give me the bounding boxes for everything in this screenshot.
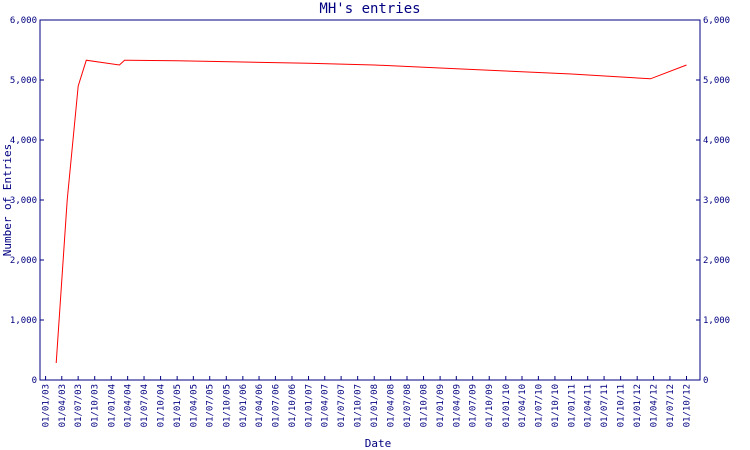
x-tick-label: 01/04/08 <box>387 384 397 427</box>
y-tick-label: 5,000 <box>10 76 37 86</box>
x-tick-label: 01/01/08 <box>370 384 380 427</box>
x-tick-label: 01/07/05 <box>206 384 216 427</box>
x-tick-label: 01/07/09 <box>469 384 479 427</box>
y2-tick-label: 4,000 <box>703 136 730 146</box>
x-tick-label: 01/04/11 <box>584 384 594 427</box>
y-tick-label: 6,000 <box>10 16 37 26</box>
y-tick-label: 0 <box>32 376 37 386</box>
y2-tick-label: 1,000 <box>703 316 730 326</box>
x-tick-label: 01/10/11 <box>617 384 627 427</box>
x-tick-label: 01/10/07 <box>354 384 364 427</box>
x-tick-label: 01/01/04 <box>107 384 117 427</box>
x-tick-label: 01/07/04 <box>140 384 150 427</box>
y2-tick-label: 2,000 <box>703 256 730 266</box>
x-tick-label: 01/01/03 <box>42 384 52 427</box>
x-tick-label: 01/01/09 <box>436 384 446 427</box>
x-tick-label: 01/01/10 <box>502 384 512 427</box>
x-tick-label: 01/01/12 <box>633 384 643 427</box>
x-tick-label: 01/10/08 <box>420 384 430 427</box>
x-axis-label: Date <box>365 437 392 450</box>
y2-tick-label: 0 <box>703 376 708 386</box>
y2-tick-label: 6,000 <box>703 16 730 26</box>
x-tick-label: 01/07/08 <box>403 384 413 427</box>
x-tick-label: 01/10/04 <box>157 384 167 427</box>
x-tick-label: 01/10/12 <box>683 384 693 427</box>
x-tick-label: 01/10/06 <box>288 384 298 427</box>
x-tick-label: 01/04/07 <box>321 384 331 427</box>
y-axis-label: Number of Entries <box>1 144 14 257</box>
x-tick-label: 01/07/12 <box>666 384 676 427</box>
y-tick-label: 2,000 <box>10 256 37 266</box>
y2-tick-label: 5,000 <box>703 76 730 86</box>
x-tick-label: 01/04/04 <box>124 384 134 427</box>
y-tick-label: 3,000 <box>10 196 37 206</box>
x-tick-label: 01/10/09 <box>485 384 495 427</box>
x-tick-label: 01/01/11 <box>567 384 577 427</box>
x-tick-label: 01/01/07 <box>305 384 315 427</box>
x-tick-label: 01/10/03 <box>91 384 101 427</box>
x-tick-label: 01/10/10 <box>551 384 561 427</box>
data-line <box>55 59 687 364</box>
x-tick-label: 01/07/11 <box>600 384 610 427</box>
x-tick-label: 01/04/03 <box>58 384 68 427</box>
x-tick-label: 01/04/05 <box>189 384 199 427</box>
x-tick-label: 01/01/05 <box>173 384 183 427</box>
x-tick-label: 01/07/06 <box>271 384 281 427</box>
x-tick-label: 01/04/10 <box>518 384 528 427</box>
x-tick-label: 01/04/12 <box>650 384 660 427</box>
x-tick-label: 01/07/07 <box>337 384 347 427</box>
x-tick-label: 01/10/05 <box>222 384 232 427</box>
x-tick-label: 01/04/09 <box>452 384 462 427</box>
chart-title: MH's entries <box>319 1 420 17</box>
y-tick-label: 1,000 <box>10 316 37 326</box>
x-tick-label: 01/04/06 <box>255 384 265 427</box>
y2-tick-label: 3,000 <box>703 196 730 206</box>
x-tick-label: 01/07/03 <box>74 384 84 427</box>
plot-frame <box>39 19 701 381</box>
x-tick-label: 01/01/06 <box>239 384 249 427</box>
y-tick-label: 4,000 <box>10 136 37 146</box>
x-tick-label: 01/07/10 <box>534 384 544 427</box>
